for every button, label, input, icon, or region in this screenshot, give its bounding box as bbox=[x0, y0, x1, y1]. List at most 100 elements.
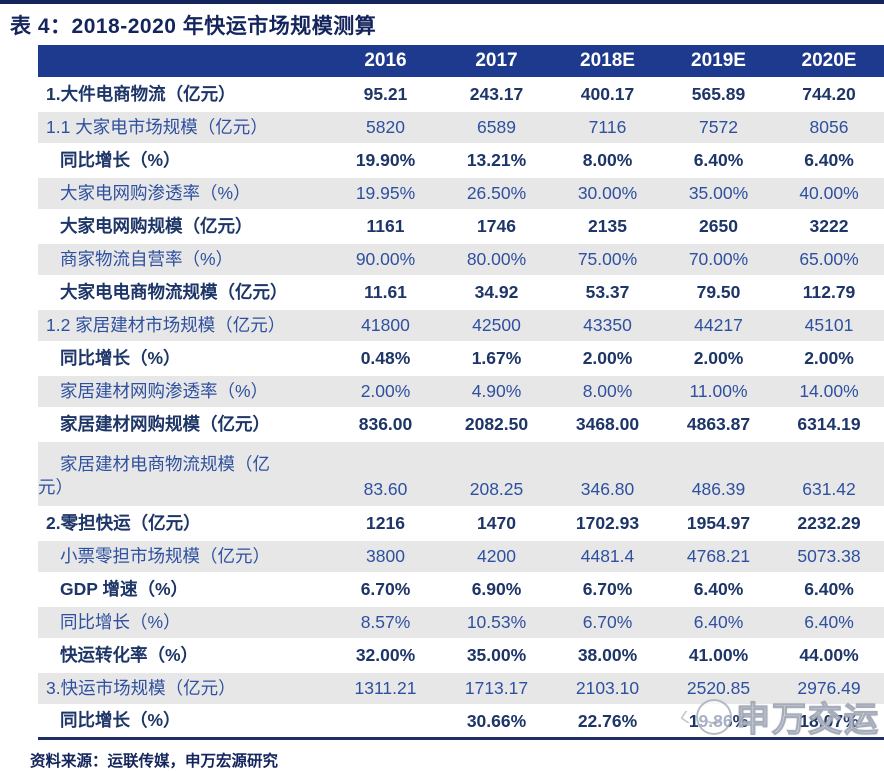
cell-value: 2520.85 bbox=[663, 671, 774, 706]
row-label: 家居建材网购渗透率（%） bbox=[38, 374, 330, 409]
cell-value: 6.70% bbox=[552, 573, 663, 606]
cell-value: 2.00% bbox=[552, 342, 663, 375]
cell-value: 2135 bbox=[552, 210, 663, 243]
row-label: GDP 增速（%） bbox=[38, 573, 330, 606]
cell-value: 4768.21 bbox=[663, 539, 774, 574]
table-header: 2016 2017 2018E 2019E 2020E bbox=[38, 45, 884, 79]
cell-value: 2.00% bbox=[774, 342, 884, 375]
cell-value: 2650 bbox=[663, 210, 774, 243]
table-row: GDP 增速（%） 6.70% 6.90% 6.70% 6.40% 6.40% bbox=[38, 573, 884, 606]
table-row: 大家电网购渗透率（%） 19.95% 26.50% 30.00% 35.00% 40.00… bbox=[38, 176, 884, 211]
top-divider bbox=[0, 0, 884, 4]
cell-value: 41800 bbox=[330, 308, 441, 343]
cell-value: 75.00% bbox=[552, 242, 663, 277]
cell-value: 40.00% bbox=[774, 176, 884, 211]
cell-value: 6.40% bbox=[663, 605, 774, 640]
cell-value: 22.76% bbox=[552, 705, 663, 740]
cell-value: 45101 bbox=[774, 308, 884, 343]
cell-value: 112.79 bbox=[774, 276, 884, 309]
cell-value: 5820 bbox=[330, 110, 441, 145]
cell-value: 4200 bbox=[441, 539, 552, 574]
cell-value: 1954.97 bbox=[663, 507, 774, 540]
row-label: 商家物流自营率（%） bbox=[38, 242, 330, 277]
cell-value: 1161 bbox=[330, 210, 441, 243]
row-label: 家居建材电商物流规模（亿 元） bbox=[38, 440, 330, 508]
cell-value: 400.17 bbox=[552, 78, 663, 111]
row-label: 同比增长（%） bbox=[38, 605, 330, 640]
cell-value: 1746 bbox=[441, 210, 552, 243]
market-size-table: 2016 2017 2018E 2019E 2020E 1.大件电商物流（亿元） 95.2… bbox=[38, 45, 884, 740]
cell-value: 90.00% bbox=[330, 242, 441, 277]
row-label: 1.大件电商物流（亿元） bbox=[38, 78, 330, 111]
row-label: 大家电网购渗透率（%） bbox=[38, 176, 330, 211]
cell-value: 5073.38 bbox=[774, 539, 884, 574]
cell-value: 4.90% bbox=[441, 374, 552, 409]
cell-value: 6.70% bbox=[330, 573, 441, 606]
table-row: 2.零担快运（亿元） 1216 1470 1702.93 1954.97 2232.29 bbox=[38, 507, 884, 540]
cell-value: 19.86% bbox=[663, 705, 774, 740]
cell-value: 19.95% bbox=[330, 176, 441, 211]
cell-value: 208.25 bbox=[441, 440, 552, 508]
cell-value: 8.00% bbox=[552, 144, 663, 177]
cell-value: 6.70% bbox=[552, 605, 663, 640]
row-label: 大家电网购规模（亿元） bbox=[38, 210, 330, 243]
cell-value: 32.00% bbox=[330, 639, 441, 672]
cell-value: 3222 bbox=[774, 210, 884, 243]
cell-value: 35.00% bbox=[663, 176, 774, 211]
cell-value: 2232.29 bbox=[774, 507, 884, 540]
row-label: 2.零担快运（亿元） bbox=[38, 507, 330, 540]
table-row: 同比增长（%） 0.48% 1.67% 2.00% 2.00% 2.00% bbox=[38, 342, 884, 375]
table-row: 3.快运市场规模（亿元） 1311.21 1713.17 2103.10 2520.85… bbox=[38, 671, 884, 706]
cell-value: 1311.21 bbox=[330, 671, 441, 706]
cell-value: 1702.93 bbox=[552, 507, 663, 540]
cell-value: 8.57% bbox=[330, 605, 441, 640]
cell-value: 2976.49 bbox=[774, 671, 884, 706]
cell-value bbox=[330, 705, 441, 740]
cell-value: 836.00 bbox=[330, 408, 441, 441]
cell-value: 11.61 bbox=[330, 276, 441, 309]
cell-value: 30.66% bbox=[441, 705, 552, 740]
cell-value: 1.67% bbox=[441, 342, 552, 375]
cell-value: 4863.87 bbox=[663, 408, 774, 441]
cell-value: 631.42 bbox=[774, 440, 884, 508]
cell-value: 1216 bbox=[330, 507, 441, 540]
table-row: 家居建材网购规模（亿元） 836.00 2082.50 3468.00 4863.87 6… bbox=[38, 408, 884, 441]
cell-value: 744.20 bbox=[774, 78, 884, 111]
cell-value: 2103.10 bbox=[552, 671, 663, 706]
cell-value: 11.00% bbox=[663, 374, 774, 409]
cell-value: 6.90% bbox=[441, 573, 552, 606]
column-header: 2019E bbox=[663, 45, 774, 79]
cell-value: 1713.17 bbox=[441, 671, 552, 706]
cell-value: 42500 bbox=[441, 308, 552, 343]
cell-value: 8056 bbox=[774, 110, 884, 145]
cell-value: 7116 bbox=[552, 110, 663, 145]
row-label: 1.2 家居建材市场规模（亿元） bbox=[38, 308, 330, 343]
column-header: 2017 bbox=[441, 45, 552, 79]
table-row: 家居建材网购渗透率（%） 2.00% 4.90% 8.00% 11.00% 14.00% bbox=[38, 374, 884, 409]
cell-value: 79.50 bbox=[663, 276, 774, 309]
cell-value: 14.00% bbox=[774, 374, 884, 409]
table-row: 同比增长（%） 8.57% 10.53% 6.70% 6.40% 6.40% bbox=[38, 605, 884, 640]
cell-value: 13.21% bbox=[441, 144, 552, 177]
row-label: 同比增长（%） bbox=[38, 144, 330, 177]
cell-value: 34.92 bbox=[441, 276, 552, 309]
cell-value: 6314.19 bbox=[774, 408, 884, 441]
cell-value: 38.00% bbox=[552, 639, 663, 672]
cell-value: 18.07% bbox=[774, 705, 884, 740]
cell-value: 3468.00 bbox=[552, 408, 663, 441]
column-header: 2020E bbox=[774, 45, 884, 79]
table-row: 大家电电商物流规模（亿元） 11.61 34.92 53.37 79.50 112.79 bbox=[38, 276, 884, 309]
cell-value: 486.39 bbox=[663, 440, 774, 508]
row-label: 同比增长（%） bbox=[38, 342, 330, 375]
table-row: 1.大件电商物流（亿元） 95.21 243.17 400.17 565.89 744.2… bbox=[38, 78, 884, 111]
cell-value: 26.50% bbox=[441, 176, 552, 211]
cell-value: 35.00% bbox=[441, 639, 552, 672]
cell-value: 44217 bbox=[663, 308, 774, 343]
row-label: 小票零担市场规模（亿元） bbox=[38, 539, 330, 574]
cell-value: 1470 bbox=[441, 507, 552, 540]
cell-value: 80.00% bbox=[441, 242, 552, 277]
cell-value: 95.21 bbox=[330, 78, 441, 111]
cell-value: 8.00% bbox=[552, 374, 663, 409]
column-header: 2018E bbox=[552, 45, 663, 79]
cell-value: 2.00% bbox=[663, 342, 774, 375]
